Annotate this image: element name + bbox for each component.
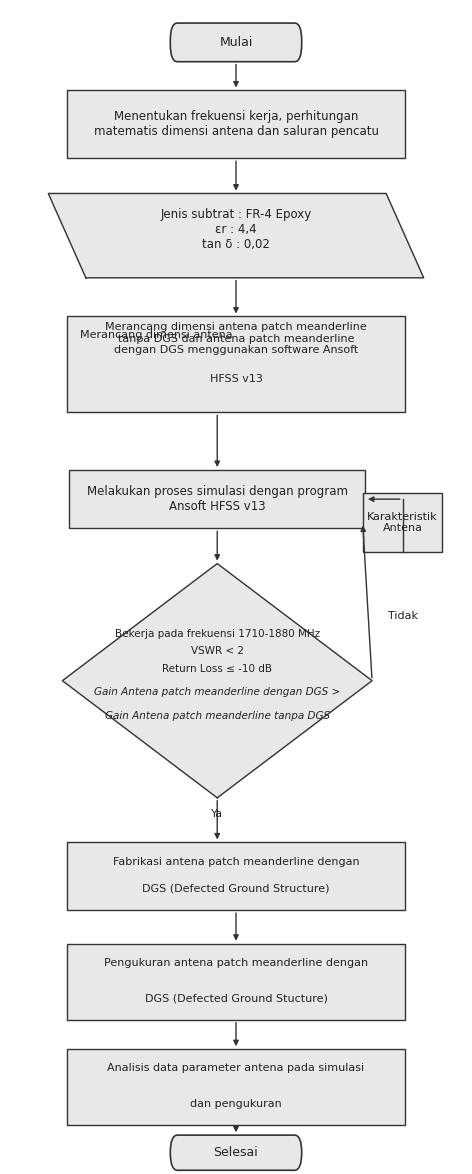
Text: HFSS v13: HFSS v13 — [210, 373, 262, 384]
Text: Gain Antena patch meanderline tanpa DGS: Gain Antena patch meanderline tanpa DGS — [105, 710, 330, 721]
Text: Return Loss ≤ -10 dB: Return Loss ≤ -10 dB — [162, 664, 272, 674]
Bar — [69, 470, 365, 528]
Text: Ya: Ya — [211, 809, 223, 819]
Text: Melakukan proses simulasi dengan program
Ansoft HFSS v13: Melakukan proses simulasi dengan program… — [87, 485, 348, 513]
Bar — [67, 1050, 405, 1125]
Text: DGS (Defected Ground Stucture): DGS (Defected Ground Stucture) — [144, 993, 328, 1003]
Bar — [67, 842, 405, 910]
Text: Menentukan frekuensi kerja, perhitungan
matematis dimensi antena dan saluran pen: Menentukan frekuensi kerja, perhitungan … — [93, 110, 379, 139]
FancyBboxPatch shape — [170, 23, 302, 62]
Text: Mulai: Mulai — [219, 36, 253, 49]
Text: Bekerja pada frekuensi 1710-1880 MHz: Bekerja pada frekuensi 1710-1880 MHz — [115, 629, 320, 639]
Text: Gain Antena patch meanderline dengan DGS >: Gain Antena patch meanderline dengan DGS… — [94, 688, 340, 697]
Bar — [67, 90, 405, 158]
Bar — [67, 944, 405, 1020]
Text: Selesai: Selesai — [214, 1146, 258, 1159]
Bar — [362, 493, 442, 552]
Text: dan pengukuran: dan pengukuran — [190, 1099, 282, 1108]
Text: tanpa DGS dan antena patch meanderline: tanpa DGS dan antena patch meanderline — [118, 333, 354, 344]
Text: VSWR < 2: VSWR < 2 — [191, 647, 244, 656]
Text: Analisis data parameter antena pada simulasi: Analisis data parameter antena pada simu… — [108, 1064, 364, 1073]
Polygon shape — [48, 194, 424, 278]
Text: Merancang dimensi antena patch meanderline: Merancang dimensi antena patch meanderli… — [105, 322, 367, 332]
Text: dengan DGS menggunakan software Ansoft: dengan DGS menggunakan software Ansoft — [114, 345, 358, 356]
Text: Karakteristik
Antena: Karakteristik Antena — [367, 512, 438, 533]
Polygon shape — [62, 564, 372, 798]
Bar — [67, 317, 405, 412]
FancyBboxPatch shape — [170, 1135, 302, 1170]
Text: Jenis subtrat : FR-4 Epoxy
εr : 4,4
tan δ : 0,02: Jenis subtrat : FR-4 Epoxy εr : 4,4 tan … — [160, 208, 312, 251]
Text: Merancang dimensi antena: Merancang dimensi antena — [80, 330, 236, 340]
Text: DGS (Defected Ground Structure): DGS (Defected Ground Structure) — [142, 883, 330, 893]
Text: Tidak: Tidak — [388, 612, 418, 621]
Text: Fabrikasi antena patch meanderline dengan: Fabrikasi antena patch meanderline denga… — [113, 857, 359, 868]
Text: Pengukuran antena patch meanderline dengan: Pengukuran antena patch meanderline deng… — [104, 958, 368, 967]
